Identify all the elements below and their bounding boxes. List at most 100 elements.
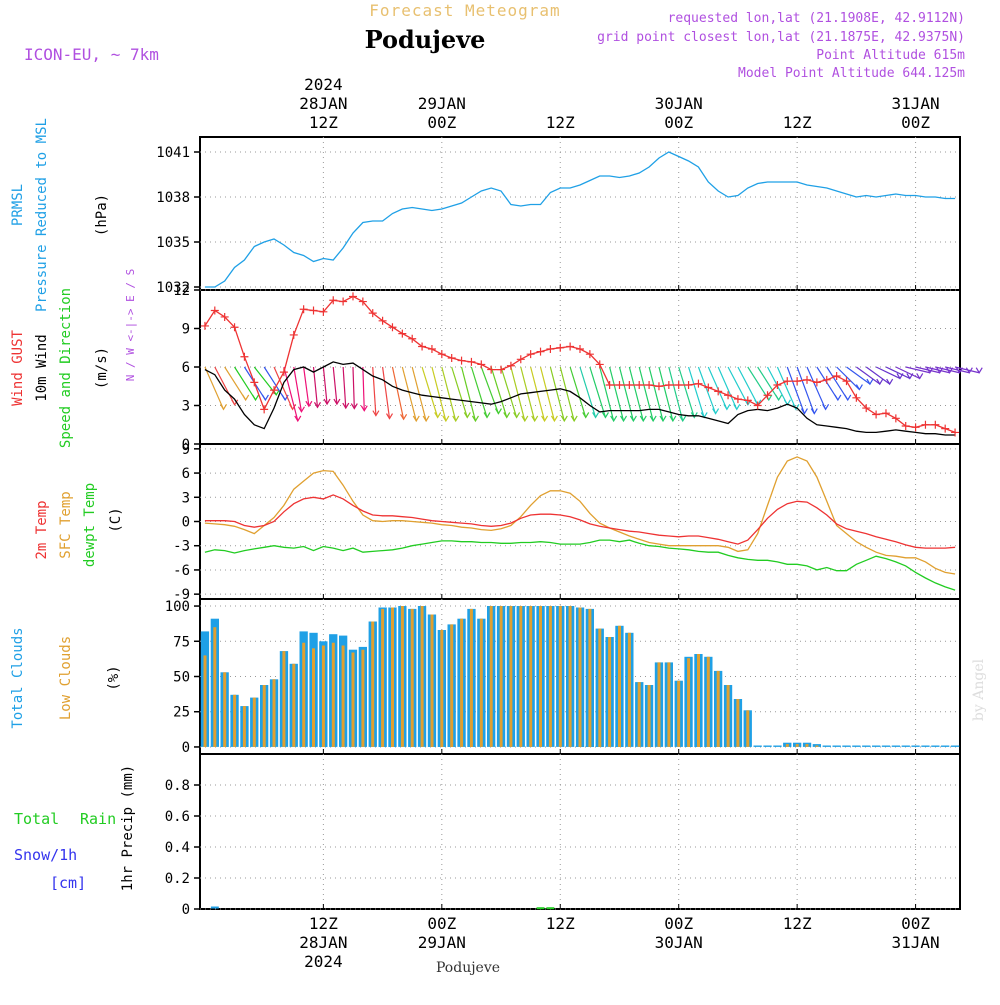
wind-arrow-head [876,378,884,386]
gust-marker [388,323,397,332]
precip-bar [546,907,555,910]
wind-arrow [234,366,257,401]
y-tick-label: 50 [173,670,190,686]
bottom-time-label: 00Z [427,914,456,933]
wind-arrow-head [452,415,460,423]
gust-marker [852,393,861,402]
wind-arrow-head [333,398,341,406]
top-time-label: 2024 [304,75,343,94]
y-tick-label: -3 [173,539,190,555]
y-tick-label: 1032 [156,280,190,296]
gust-marker [348,292,357,301]
bottom-time-label: 12Z [783,914,812,933]
gust-marker [615,380,624,389]
top-time-label: 30JAN [655,94,703,113]
temp-labels: 2m Temp SFC Temp dewpt Temp (C) [34,483,124,567]
gust-marker [842,377,851,386]
wind-arrow-head [531,415,539,423]
wind-arrow [263,366,286,401]
dew-label: dewpt Temp [82,483,98,567]
wind-arrow [697,366,717,414]
wind-arrow [283,366,299,422]
low-cloud-bar [627,632,631,747]
total-cloud-bar [832,745,841,747]
gust-marker [872,410,881,419]
dewpoint-line [204,539,956,591]
wind-arrow-head [521,415,529,423]
gust-marker [220,312,229,321]
low-cloud-bar [223,672,227,747]
top-time-label: 29JAN [418,94,466,113]
y-tick-label: 6 [182,360,190,376]
cloud-labels: Total Clouds Low Clouds (%) [10,627,122,728]
low-cloud-bar [252,697,256,747]
gust-marker [625,380,634,389]
wind-arrow [224,366,247,401]
gust-marker [487,365,496,374]
gust-marker [803,375,812,384]
gust-marker [595,360,604,369]
wind-arrow-head [541,415,549,423]
rain-label: Rain [80,810,116,828]
wind-arrow-head [975,367,983,374]
temp-label: 2m Temp [34,500,50,559]
low-cloud-bar [479,618,483,747]
wind-arrow [401,366,417,422]
wind-arrow-head [733,404,741,411]
total-cloud-bar [763,745,772,747]
gust-marker [951,428,960,437]
point-altitude: Point Altitude 615m [816,48,965,63]
wind-arrow [431,366,447,422]
wind-arrow [905,366,931,374]
total-cloud-bar [881,745,891,747]
low-cloud-bar [568,606,572,747]
y-tick-label: 6 [182,466,190,482]
y-tick-label: 0.6 [165,809,190,825]
wind-arrow [826,366,849,401]
gust-marker [556,343,565,352]
low-cloud-bar [203,655,207,747]
low-cloud-bar [706,656,710,747]
low-cloud-bar [598,628,602,747]
total-cloud-bar [921,745,930,747]
low-cloud-bar [558,606,562,747]
gust-marker [862,404,871,413]
wind-arrow [747,366,770,401]
wind-arrow-head [422,415,430,423]
wind-arrow [312,366,319,408]
gust-marker [753,401,762,410]
gust-marker [339,297,348,306]
wind-arrow-head [844,394,852,402]
wind-arrow [589,366,607,418]
gust-marker [546,345,555,354]
low-cloud-bar [391,607,394,747]
gust-marker [368,309,377,318]
gust-marker [378,316,387,325]
wind-arrow [737,366,759,406]
gust-marker [329,296,338,305]
wind-arrow [214,366,236,406]
wind-arrow-head [886,378,894,386]
gust-marker [881,409,890,418]
wind-arrow-head [252,394,260,402]
y-tick-label: 0.4 [165,840,190,856]
y-tick-label: 9 [182,442,190,458]
gust-marker [921,420,930,429]
wind-arrow [954,366,980,374]
panel-frame-0 [199,136,961,291]
gust-marker [763,391,772,400]
gust-marker [457,356,466,365]
gust-marker [309,306,318,315]
wind-arrow [322,366,328,405]
top-time-label: 00Z [664,113,693,132]
wind-arrow [875,366,901,379]
wind-arrow-head [513,412,521,419]
gust-marker [447,354,456,363]
low-cloud-bar [687,658,691,747]
low-cloud-bar [499,606,503,747]
wind-arrow-head [620,415,628,423]
wind-arrow-head [289,404,297,411]
gust-marker [467,357,476,366]
y-tick-label: 0 [182,902,190,918]
snow-unit-label: [cm] [50,874,86,892]
